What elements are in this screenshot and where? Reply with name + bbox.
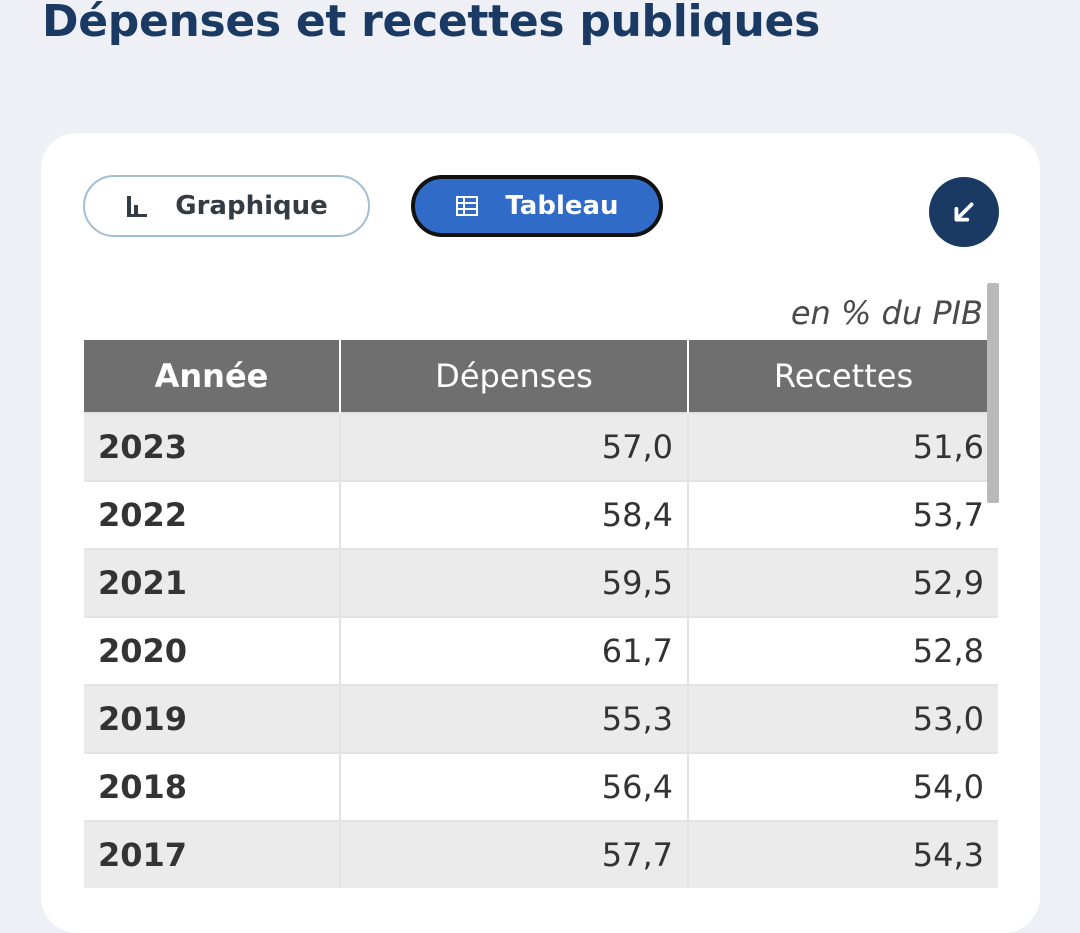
cell-year: 2018	[84, 752, 340, 821]
table-header-row: Année Dépenses Recettes	[84, 340, 998, 413]
table-row: 2022 58,4 53,7	[84, 480, 998, 549]
table-row: 2023 57,0 51,6	[84, 412, 998, 481]
cell-year: 2017	[84, 820, 340, 888]
cell-recettes: 54,3	[687, 820, 998, 888]
header-recettes: Recettes	[687, 340, 998, 413]
table-view-label: Tableau	[505, 191, 619, 221]
table-scrollbar[interactable]	[987, 283, 999, 503]
cell-recettes: 51,6	[687, 412, 998, 481]
header-depenses: Dépenses	[339, 340, 688, 413]
cell-recettes: 53,7	[687, 480, 998, 549]
collapse-button[interactable]	[929, 177, 999, 247]
data-card: Graphique Tableau en % du PIB Année Dépe…	[41, 133, 1040, 933]
cell-recettes: 52,9	[687, 548, 998, 617]
cell-year: 2023	[84, 412, 340, 481]
table-row: 2021 59,5 52,9	[84, 548, 998, 617]
cell-recettes: 52,8	[687, 616, 998, 685]
cell-depenses: 58,4	[339, 480, 688, 549]
cell-recettes: 54,0	[687, 752, 998, 821]
cell-depenses: 57,7	[339, 820, 688, 888]
graph-view-button[interactable]: Graphique	[83, 175, 370, 237]
data-table: Année Dépenses Recettes 2023 57,0 51,6 2…	[84, 340, 998, 888]
cell-year: 2021	[84, 548, 340, 617]
table-row: 2019 55,3 53,0	[84, 684, 998, 753]
arrow-down-left-icon	[954, 202, 974, 222]
table-view-button[interactable]: Tableau	[411, 175, 663, 237]
cell-depenses: 61,7	[339, 616, 688, 685]
cell-depenses: 56,4	[339, 752, 688, 821]
cell-depenses: 55,3	[339, 684, 688, 753]
cell-depenses: 59,5	[339, 548, 688, 617]
unit-label: en % du PIB	[790, 294, 983, 332]
cell-recettes: 53,0	[687, 684, 998, 753]
header-year: Année	[84, 340, 340, 413]
table-row: 2020 61,7 52,8	[84, 616, 998, 685]
table-row: 2017 57,7 54,3	[84, 820, 998, 888]
cell-year: 2019	[84, 684, 340, 753]
cell-year: 2022	[84, 480, 340, 549]
bar-chart-icon	[127, 196, 148, 217]
table-row: 2018 56,4 54,0	[84, 752, 998, 821]
page-title: Dépenses et recettes publiques	[42, 0, 820, 47]
table-grid-icon	[456, 196, 479, 216]
cell-year: 2020	[84, 616, 340, 685]
cell-depenses: 57,0	[339, 412, 688, 481]
graph-view-label: Graphique	[175, 191, 328, 221]
